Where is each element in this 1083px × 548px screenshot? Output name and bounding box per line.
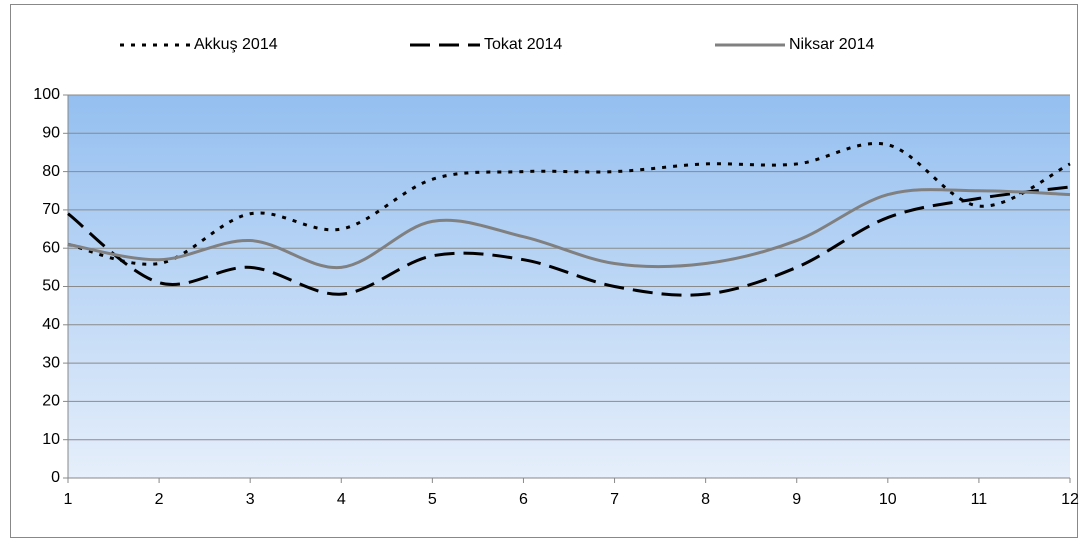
x-tick-label: 5 <box>428 491 437 508</box>
y-tick-label: 20 <box>42 393 60 410</box>
y-tick-label: 40 <box>42 316 60 333</box>
y-tick-label: 0 <box>51 469 60 486</box>
x-tick-label: 2 <box>155 491 164 508</box>
x-tick-label: 9 <box>792 491 801 508</box>
y-tick-label: 80 <box>42 163 60 180</box>
x-tick-label: 8 <box>701 491 710 508</box>
x-tick-label: 1 <box>64 491 73 508</box>
y-tick-label: 100 <box>33 86 60 103</box>
x-tick-label: 11 <box>971 491 988 508</box>
x-tick-label: 12 <box>1061 491 1079 508</box>
x-tick-label: 10 <box>879 491 897 508</box>
x-tick-label: 3 <box>246 491 255 508</box>
y-tick-label: 10 <box>42 431 60 448</box>
series-line <box>67 142 1071 266</box>
y-tick-label: 30 <box>42 354 60 371</box>
y-tick-label: 50 <box>42 278 60 295</box>
x-tick-label: 7 <box>610 491 619 508</box>
y-tick-label: 60 <box>42 239 60 256</box>
legend-label: Akkuş 2014 <box>194 36 278 53</box>
legend-label: Niksar 2014 <box>789 36 874 53</box>
x-tick-label: 4 <box>337 491 346 508</box>
y-tick-label: 70 <box>42 201 60 218</box>
series-line <box>67 188 1071 269</box>
legend-label: Tokat 2014 <box>484 36 562 53</box>
x-tick-label: 6 <box>519 491 528 508</box>
series-line <box>67 185 1071 297</box>
y-tick-label: 90 <box>42 125 60 142</box>
